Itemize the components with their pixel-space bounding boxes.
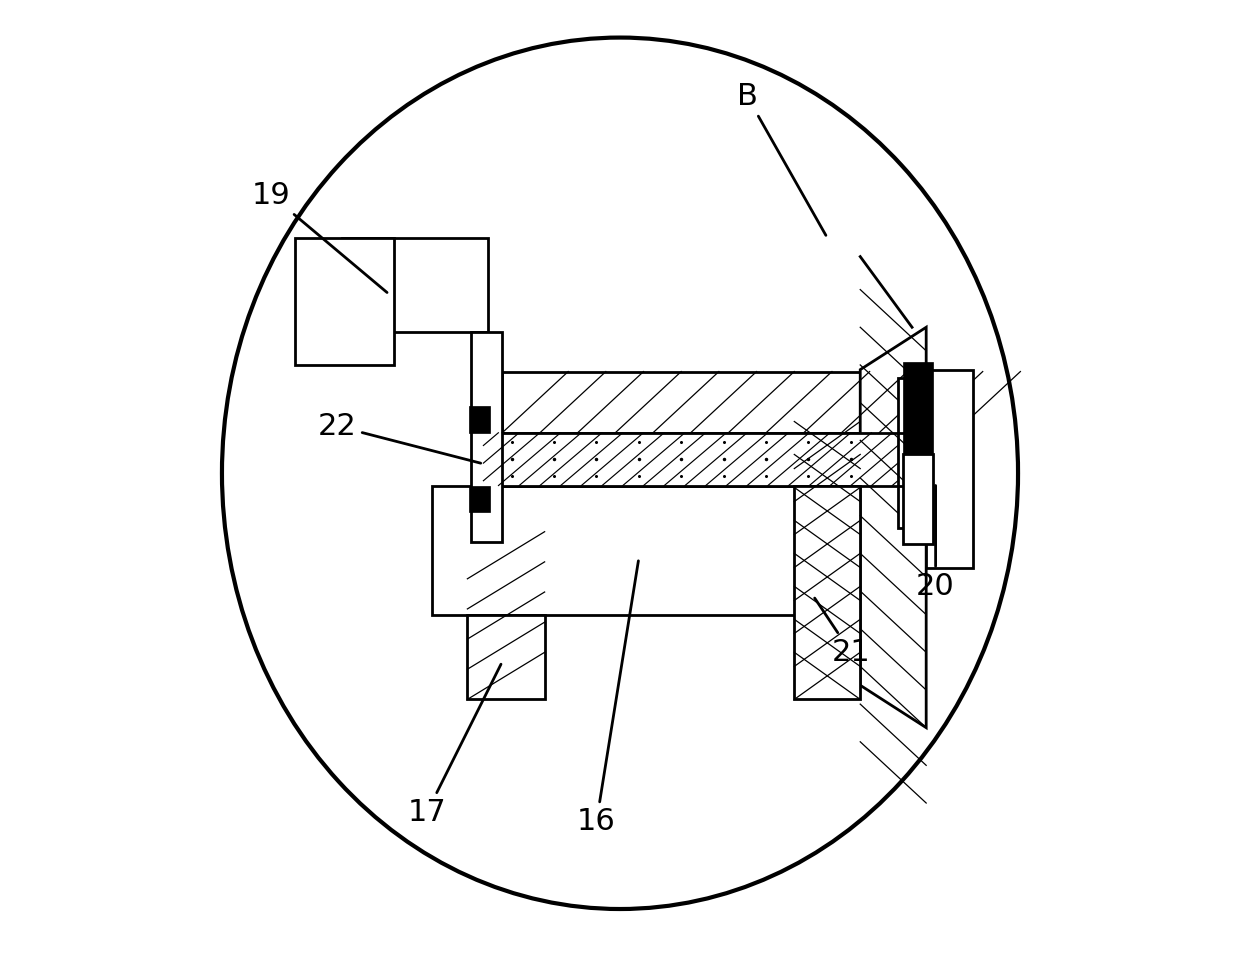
Bar	[467, 615, 544, 700]
Polygon shape	[502, 372, 898, 433]
Bar	[469, 406, 490, 433]
Bar	[484, 433, 898, 486]
Bar	[926, 370, 973, 568]
Text: 22: 22	[317, 412, 481, 463]
Bar	[469, 486, 490, 511]
Bar	[342, 238, 489, 332]
Bar	[903, 362, 932, 454]
Polygon shape	[861, 327, 926, 728]
Text: 19: 19	[252, 181, 387, 293]
Bar	[471, 332, 502, 542]
Text: 20: 20	[916, 486, 955, 600]
Bar	[898, 379, 937, 433]
Bar	[795, 486, 861, 700]
Bar	[432, 486, 861, 615]
Text: 16: 16	[577, 561, 639, 836]
Text: 21: 21	[815, 598, 870, 666]
Bar	[903, 454, 932, 544]
Text: B: B	[737, 82, 826, 235]
Text: 17: 17	[408, 664, 501, 827]
Bar	[898, 486, 937, 528]
Bar	[295, 238, 394, 365]
